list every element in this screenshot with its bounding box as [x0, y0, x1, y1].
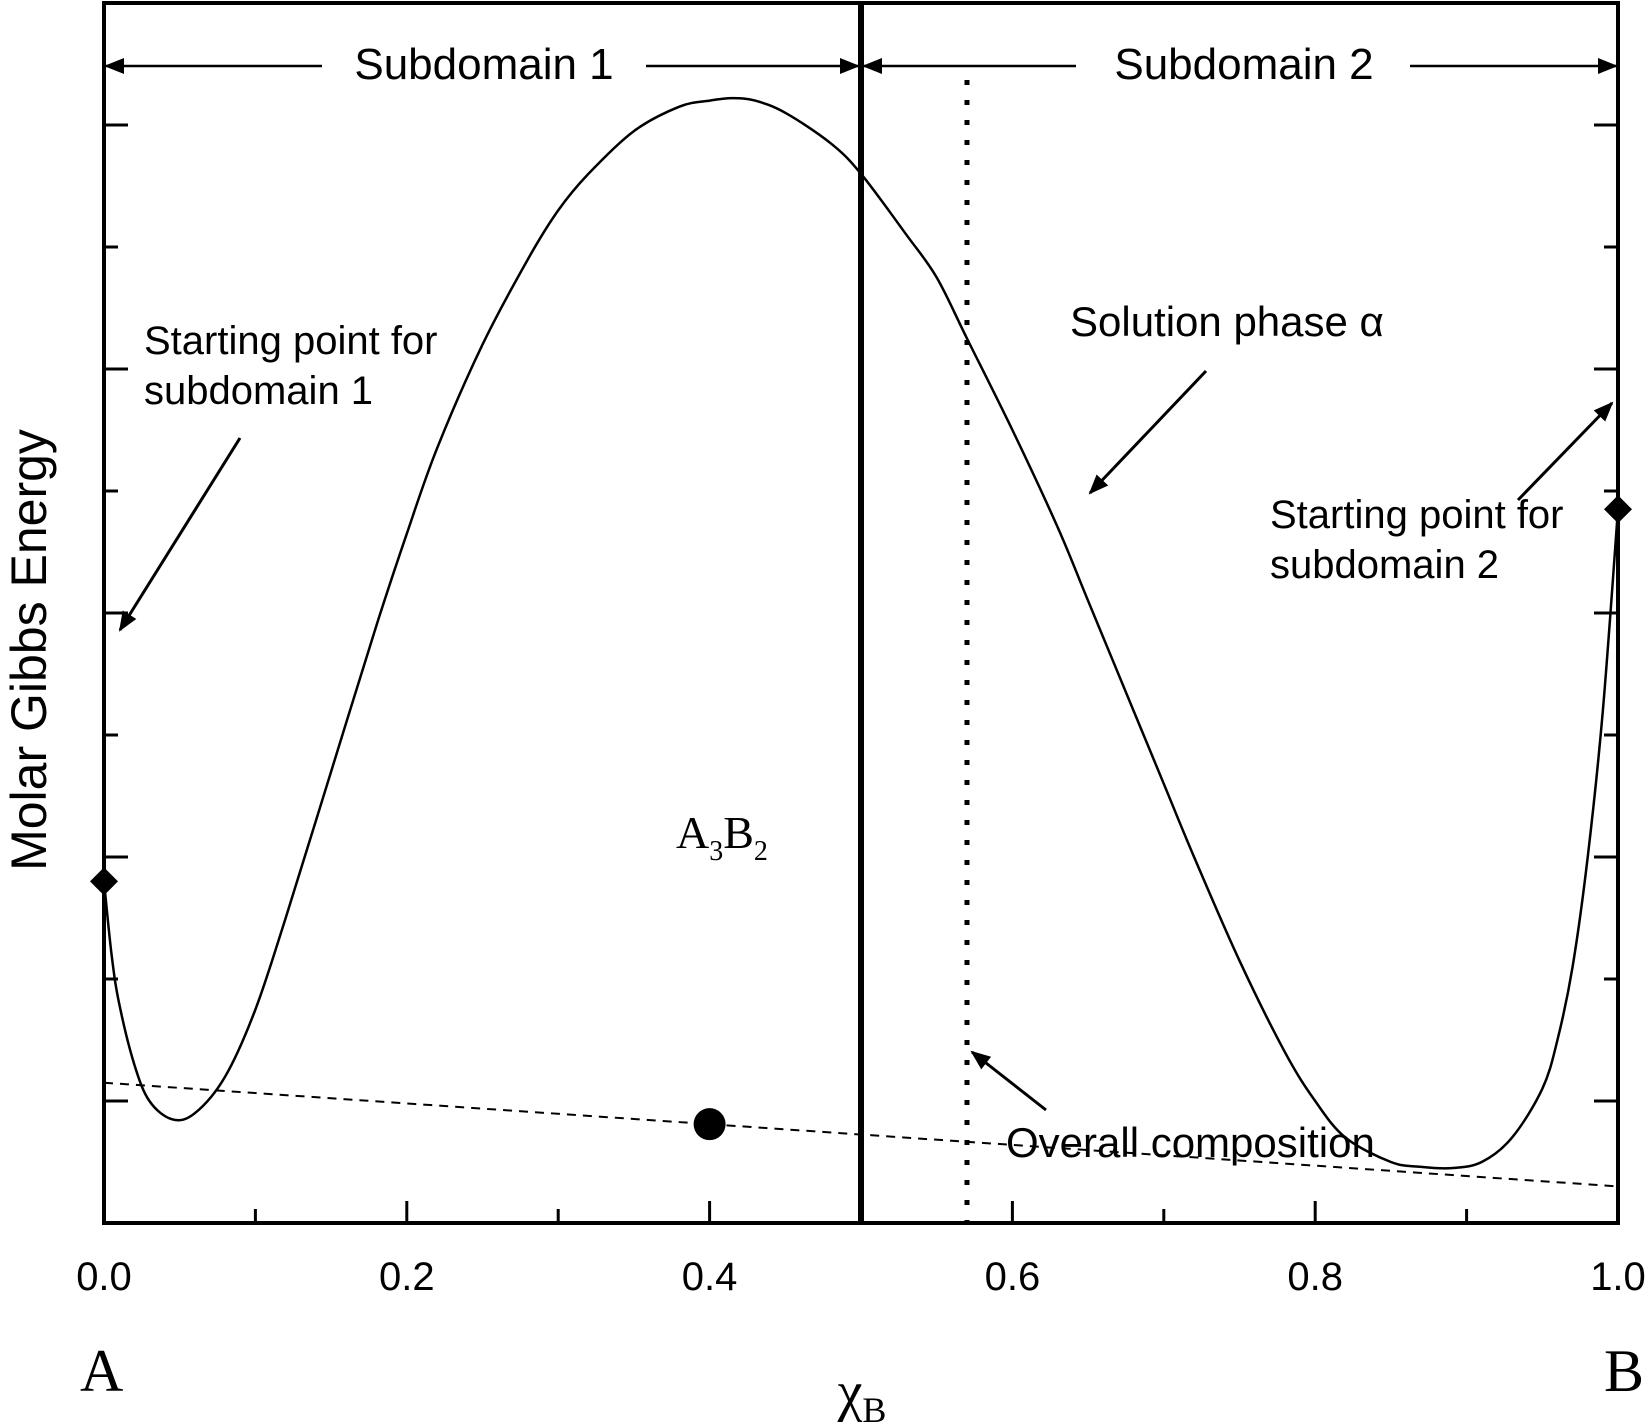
- start-2-arrow: [1516, 401, 1614, 502]
- overall-composition-label: Overall composition: [1006, 1119, 1375, 1166]
- y-axis-ticks: [104, 123, 1618, 1103]
- x-tick-label: 1.0: [1590, 1255, 1646, 1299]
- series-common-tangent: [103, 1081, 1619, 1188]
- x-axis-tick-labels: 0.0 0.2 0.4 0.6 0.8 1.0: [76, 1255, 1646, 1299]
- y-axis-label: Molar Gibbs Energy: [1, 429, 57, 871]
- end-label-a: A: [80, 1338, 123, 1404]
- start-2-label-line2: subdomain 2: [1270, 543, 1499, 587]
- solution-phase-label: Solution phase α: [1070, 298, 1384, 345]
- start-1-label-line2: subdomain 1: [144, 369, 373, 413]
- series-solution-phase-alpha: [102, 96, 1620, 1170]
- start-marker-start-1: [90, 867, 118, 896]
- x-tick-label: 0.6: [985, 1255, 1041, 1299]
- x-tick-label: 0.0: [76, 1255, 132, 1299]
- x-tick-label: 0.4: [682, 1255, 738, 1299]
- start-1-arrow: [118, 437, 242, 632]
- subdomain-2-label: Subdomain 2: [1114, 40, 1373, 89]
- overall-composition-arrow: [970, 1050, 1047, 1112]
- compound-label: A3B2: [676, 807, 768, 867]
- start-1-label-line1: Starting point for: [144, 319, 438, 363]
- start-2-label-line1: Starting point for: [1270, 493, 1564, 537]
- subdomain-1-label: Subdomain 1: [354, 40, 613, 89]
- series-layer: [102, 96, 1620, 1188]
- end-label-b: B: [1604, 1338, 1644, 1404]
- x-tick-label: 0.8: [1287, 1255, 1343, 1299]
- solution-phase-arrow: [1088, 369, 1208, 495]
- start-markers: [90, 495, 1632, 896]
- x-tick-label: 0.2: [379, 1255, 435, 1299]
- x-axis-label: χB: [837, 1361, 887, 1427]
- start-marker-start-2: [1604, 495, 1632, 524]
- compound-point-a3b2: [693, 1108, 726, 1141]
